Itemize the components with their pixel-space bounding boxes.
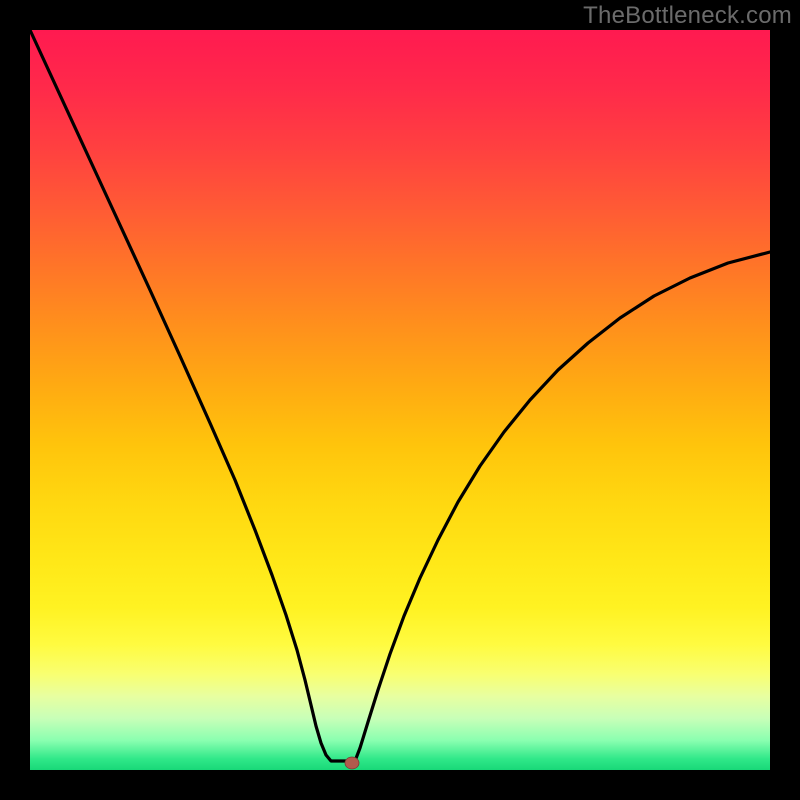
watermark-text: TheBottleneck.com bbox=[583, 2, 792, 30]
bottleneck-chart bbox=[0, 0, 800, 800]
plot-area bbox=[30, 30, 770, 770]
chart-frame: TheBottleneck.com bbox=[0, 0, 800, 800]
minimum-marker bbox=[345, 757, 359, 769]
